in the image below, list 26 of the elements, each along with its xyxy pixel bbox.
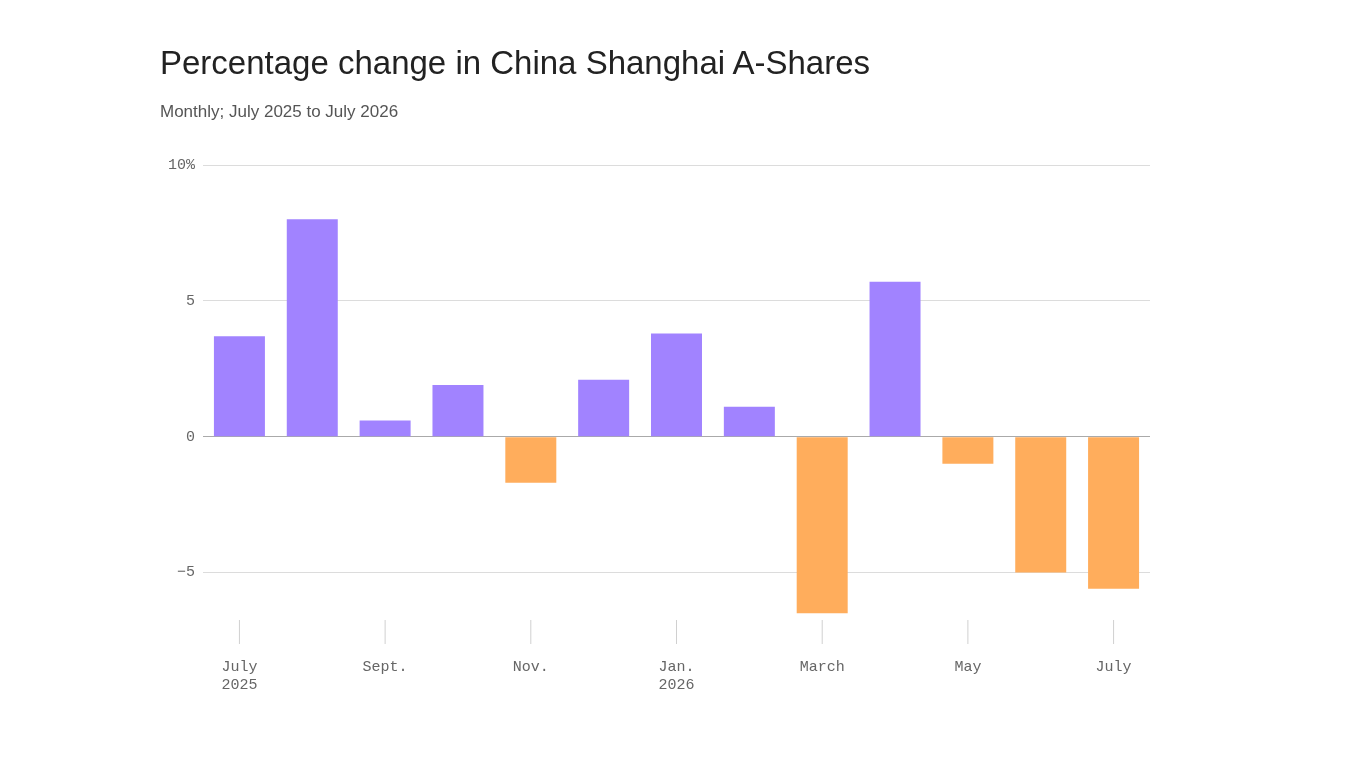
bar	[286, 219, 338, 437]
bar	[651, 333, 702, 437]
y-tick-label: 10%	[167, 156, 196, 174]
x-tick-label: Nov.	[512, 658, 549, 676]
bar	[505, 437, 557, 483]
bar	[359, 420, 411, 437]
bar	[942, 437, 994, 464]
x-tick-label: July 2025	[221, 658, 258, 694]
chart-title: Percentage change in China Shanghai A-Shares	[160, 44, 871, 82]
bar	[1088, 437, 1140, 589]
bar	[213, 336, 265, 437]
bar	[432, 385, 484, 437]
bar	[1015, 437, 1067, 573]
y-tick-label: 0	[185, 428, 195, 446]
chart-subtitle: Monthly; July 2025 to July 2026	[160, 102, 400, 122]
y-tick-label: 5	[185, 292, 195, 310]
x-tick-label: May	[954, 658, 982, 676]
bar	[869, 281, 921, 437]
x-tick-label: March	[799, 658, 845, 676]
bar	[578, 379, 630, 437]
x-tick-label: Sept.	[362, 658, 408, 676]
y-tick-label: −5	[176, 564, 195, 582]
x-tick-label: July	[1095, 658, 1132, 676]
bar	[723, 406, 775, 437]
bar	[796, 437, 848, 614]
x-tick-label: Jan. 2026	[658, 658, 695, 694]
